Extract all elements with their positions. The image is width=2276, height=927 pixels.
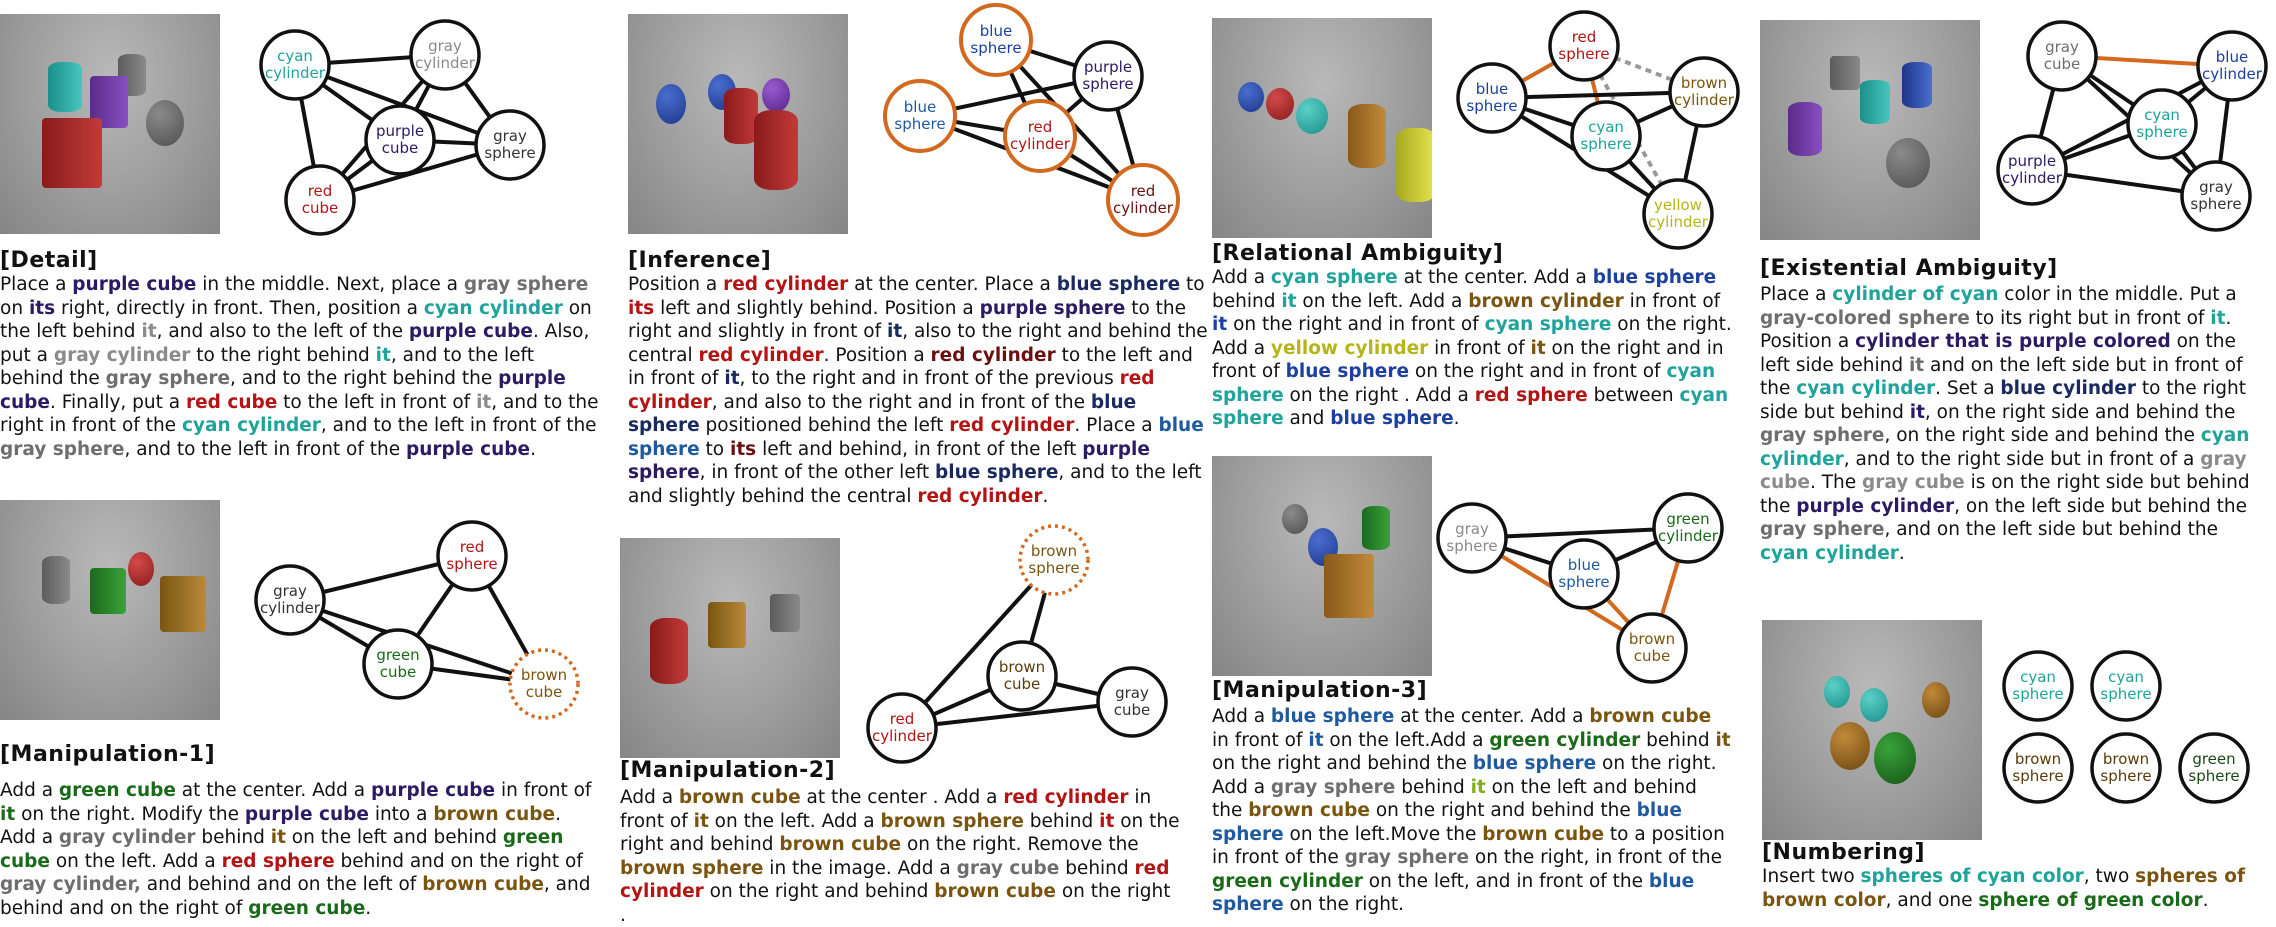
node-detail-cyan-cylinder: cyan cylinder — [265, 47, 326, 82]
node-existential-blue-cylinder: blue cylinder — [2202, 48, 2263, 83]
node-detail-red-cube: red cube — [302, 182, 339, 217]
section-title-relational: [Relational Ambiguity] — [1212, 241, 1504, 266]
section-text-manip2: Add a brown cube at the center . Add a r… — [620, 787, 1180, 926]
scene-graph-existential: gray cube blue cylinder cyan sphere purple c… — [1996, 20, 2268, 232]
node-numbering-cyan-sphere-2: cyan sphere — [2100, 668, 2151, 703]
node-numbering-brown-sphere-2: brown sphere — [2100, 750, 2151, 785]
node-manip3-green-cylinder: green cylinder — [1658, 510, 1719, 545]
node-manip1-red-sphere: red sphere — [446, 538, 497, 573]
scene-graph-inference: blue sphere purple sphere blue sphere red cy… — [883, 3, 1180, 237]
scene-graph-manip3: gray sphere green cylinder blue sphere brow… — [1436, 492, 1724, 684]
node-inference-red-cylinder-center: red cylinder — [1010, 118, 1071, 153]
node-detail-gray-sphere: gray sphere — [484, 127, 535, 162]
scene-graph-manip2: brown sphere brown cube gray cube red cylind… — [866, 524, 1168, 764]
scene-image-numbering — [1762, 620, 1982, 840]
scene-image-relational — [1212, 18, 1432, 238]
node-numbering-green-sphere: green sphere — [2188, 750, 2239, 785]
section-title-manip3: [Manipulation-3] — [1212, 678, 1428, 703]
section-text-relational: Add a cyan sphere at the center. Add a b… — [1212, 267, 1732, 429]
scene-image-manip3 — [1212, 456, 1432, 676]
node-existential-cyan-sphere: cyan sphere — [2136, 106, 2187, 141]
scene-graph-detail: cyan cylinder gray cylinder purple cube gra… — [259, 19, 546, 236]
section-title-manip1: [Manipulation-1] — [0, 742, 216, 767]
node-relational-brown-cylinder: brown cylinder — [1674, 74, 1735, 109]
node-relational-blue-sphere: blue sphere — [1466, 80, 1517, 115]
section-text-detail: Place a purple cube in the middle. Next,… — [0, 274, 599, 460]
scene-graph-relational: red sphere brown cylinder blue sphere cyan s… — [1456, 10, 1740, 250]
node-manip3-brown-cube: brown cube — [1629, 630, 1675, 665]
node-inference-blue-sphere-top: blue sphere — [970, 22, 1021, 57]
node-manip3-blue-sphere: blue sphere — [1558, 556, 1609, 591]
node-existential-gray-sphere: gray sphere — [2190, 178, 2241, 213]
node-manip3-gray-sphere: gray sphere — [1446, 520, 1497, 555]
section-text-inference: Position a red cylinder at the center. P… — [628, 274, 1208, 507]
node-numbering-brown-sphere-1: brown sphere — [2012, 750, 2063, 785]
scene-graph-manip1: red sphere gray cylinder green cube brown cu… — [254, 520, 580, 720]
node-manip2-red-cylinder: red cylinder — [872, 710, 933, 745]
section-title-inference: [Inference] — [628, 248, 772, 273]
section-text-manip3: Add a blue sphere at the center. Add a b… — [1212, 706, 1731, 915]
node-relational-red-sphere: red sphere — [1558, 28, 1609, 63]
node-detail-gray-cylinder: gray cylinder — [415, 37, 476, 72]
node-inference-red-cylinder-right: red cylinder — [1113, 182, 1174, 217]
node-manip2-brown-sphere: brown sphere — [1028, 542, 1079, 577]
section-title-detail: [Detail] — [0, 248, 98, 273]
node-relational-cyan-sphere: cyan sphere — [1580, 118, 1631, 153]
scene-image-manip1 — [0, 500, 220, 720]
node-existential-purple-cylinder: purple cylinder — [2002, 152, 2063, 187]
scene-graph-numbering: cyan sphere cyan sphere brown sphere brown s… — [2002, 650, 2250, 804]
node-manip1-green-cube: green cube — [376, 646, 419, 681]
node-inference-blue-sphere-left: blue sphere — [894, 98, 945, 133]
node-relational-yellow-cylinder: yellow cylinder — [1648, 196, 1709, 231]
node-inference-purple-sphere: purple sphere — [1082, 58, 1133, 93]
section-text-numbering: Insert two spheres of cyan color, two sp… — [1762, 866, 2246, 911]
section-text-existential: Place a cylinder of cyan color in the mi… — [1760, 284, 2250, 564]
node-numbering-cyan-sphere-1: cyan sphere — [2012, 668, 2063, 703]
node-manip2-gray-cube: gray cube — [1114, 684, 1151, 719]
scene-image-existential — [1760, 20, 1980, 240]
node-existential-gray-cube: gray cube — [2044, 38, 2081, 73]
section-title-numbering: [Numbering] — [1762, 840, 1926, 865]
node-manip2-brown-cube: brown cube — [999, 658, 1045, 693]
node-manip1-gray-cylinder: gray cylinder — [260, 582, 321, 617]
node-manip1-brown-cube: brown cube — [521, 666, 567, 701]
section-title-existential: [Existential Ambiguity] — [1760, 256, 2058, 281]
node-detail-purple-cube: purple cube — [376, 122, 424, 157]
section-title-manip2: [Manipulation-2] — [620, 758, 836, 783]
scene-image-inference — [628, 14, 848, 234]
section-text-manip1: Add a green cube at the center. Add a pu… — [0, 780, 592, 919]
scene-image-manip2 — [620, 538, 840, 758]
scene-image-detail — [0, 14, 220, 234]
